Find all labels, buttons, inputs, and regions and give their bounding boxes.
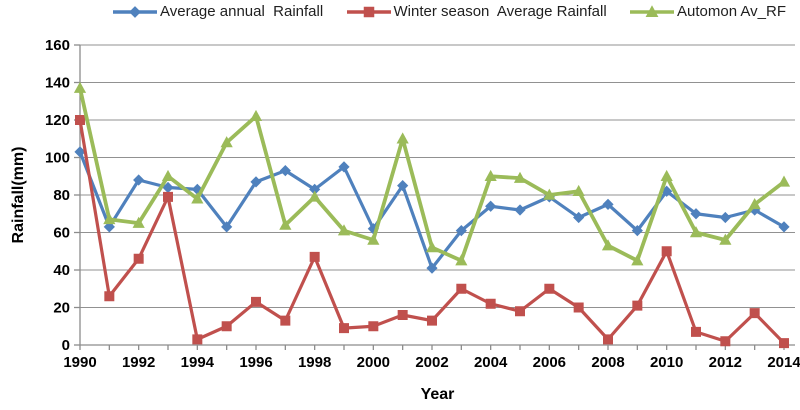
svg-text:1994: 1994 <box>181 354 215 371</box>
svg-text:60: 60 <box>53 225 70 242</box>
svg-text:2010: 2010 <box>650 354 683 371</box>
svg-text:40: 40 <box>53 262 70 279</box>
svg-text:2012: 2012 <box>709 354 742 371</box>
chart-legend: Average annual Rainfall Winter season Av… <box>112 0 786 24</box>
x-axis-tick-labels: 1990 1992 1994 1996 1998 2000 2002 2004 2006 2008… <box>63 354 800 371</box>
svg-text:80: 80 <box>53 187 70 204</box>
svg-text:2004: 2004 <box>474 354 508 371</box>
line-diamond-marker-icon <box>113 6 157 18</box>
svg-text:1990: 1990 <box>63 354 96 371</box>
y-axis-title: Rainfall(mm) <box>10 146 27 244</box>
svg-text:2000: 2000 <box>357 354 390 371</box>
series-square <box>75 115 789 349</box>
svg-text:1992: 1992 <box>122 354 155 371</box>
svg-text:160: 160 <box>45 37 70 54</box>
legend-item-average-annual-rainfall: Average annual Rainfall <box>112 0 323 24</box>
line-triangle-marker-icon <box>630 5 675 18</box>
svg-text:2008: 2008 <box>591 354 624 371</box>
svg-text:140: 140 <box>45 75 70 92</box>
legend-label-winter-season-rainfall: Winter season Average Rainfall <box>393 3 607 20</box>
svg-text:0: 0 <box>62 337 70 354</box>
legend-label-average-annual-rainfall: Average annual Rainfall <box>160 3 324 20</box>
y-axis-tick-labels: 0 20 40 60 80 100 120 140 160 <box>45 37 70 354</box>
svg-text:1998: 1998 <box>298 354 331 371</box>
legend-label-autumn-rainfall: Automon Av_RF <box>677 3 786 20</box>
svg-text:100: 100 <box>45 150 70 167</box>
svg-text:120: 120 <box>45 112 70 129</box>
line-square-marker-icon <box>346 6 391 18</box>
axis-ticks <box>74 44 785 350</box>
svg-text:2014: 2014 <box>767 354 800 371</box>
svg-text:1996: 1996 <box>239 354 272 371</box>
legend-item-autumn-rainfall: Automon Av_RF <box>629 0 786 24</box>
series-triangle <box>73 81 791 266</box>
svg-text:20: 20 <box>53 300 70 317</box>
svg-text:2002: 2002 <box>415 354 448 371</box>
x-axis-title: Year <box>420 386 455 403</box>
svg-text:2006: 2006 <box>533 354 566 371</box>
legend-item-winter-season-rainfall: Winter season Average Rainfall <box>346 0 607 24</box>
